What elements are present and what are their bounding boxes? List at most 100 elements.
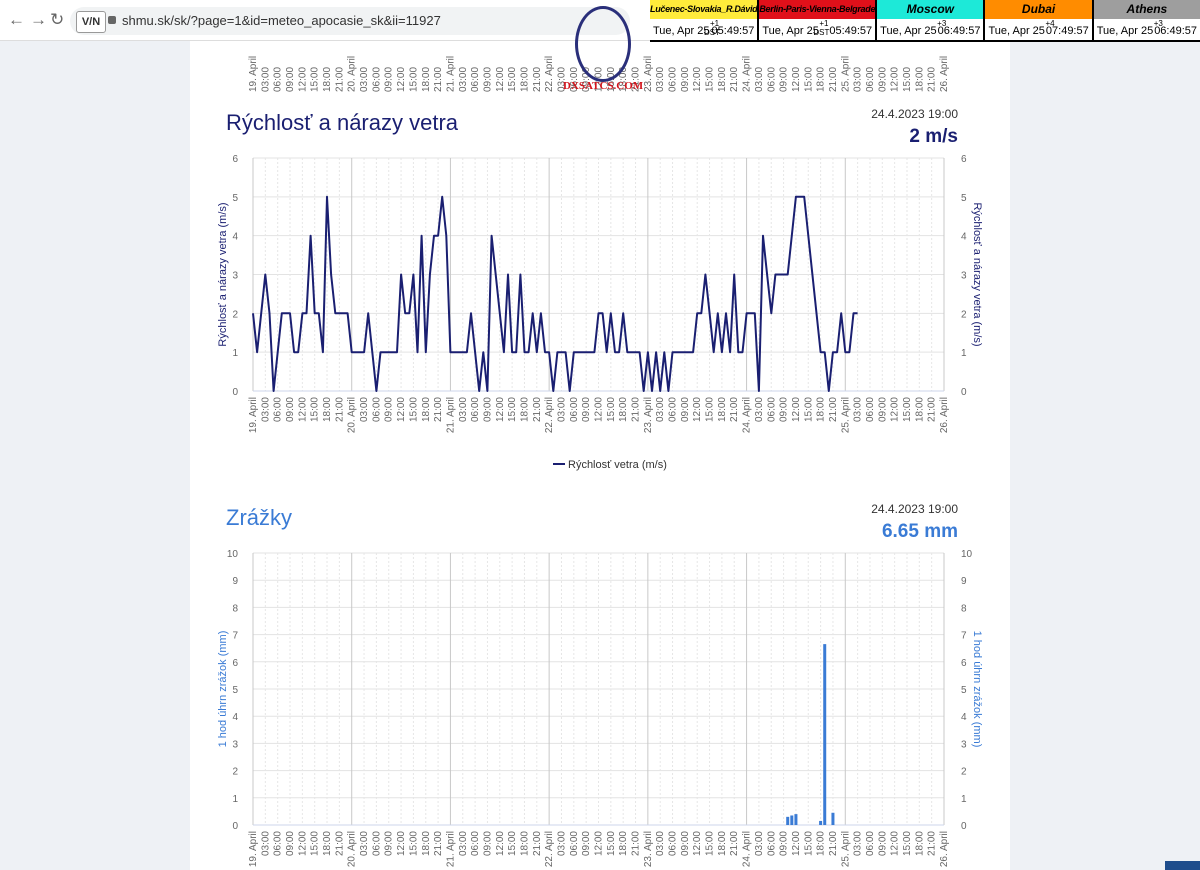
bar bbox=[794, 814, 798, 825]
y-tick-label: 2 bbox=[232, 767, 238, 778]
y-tick-label: 10 bbox=[227, 549, 239, 560]
y-tick-label-right: 4 bbox=[961, 232, 967, 243]
clock-time: 06:49:57 bbox=[1154, 25, 1198, 37]
y-tick-label-right: 0 bbox=[961, 821, 967, 832]
x-tick-label: 21:00 bbox=[631, 831, 642, 856]
x-tick-label: 21:00 bbox=[433, 397, 444, 422]
x-tick-label: 03:00 bbox=[655, 397, 666, 422]
y-tick-label: 4 bbox=[232, 232, 238, 243]
clock-offset: +3 bbox=[937, 19, 947, 28]
x-tick-label: 09:00 bbox=[779, 397, 790, 422]
x-tick-label: 18:00 bbox=[322, 67, 333, 92]
x-tick-label: 23. April bbox=[643, 56, 654, 92]
x-tick-label: 18:00 bbox=[914, 67, 925, 92]
x-tick-label: 24. April bbox=[742, 831, 753, 867]
x-tick-label: 12:00 bbox=[495, 831, 506, 856]
x-tick-label: 18:00 bbox=[816, 67, 827, 92]
x-tick-label: 09:00 bbox=[680, 831, 691, 856]
y-tick-label-right: 9 bbox=[961, 576, 967, 587]
x-tick-label: 20. April bbox=[347, 56, 358, 92]
x-tick-label: 09:00 bbox=[482, 397, 493, 422]
extension-icon[interactable]: V/N bbox=[76, 11, 106, 33]
x-tick-label: 18:00 bbox=[618, 831, 629, 856]
x-tick-label: 06:00 bbox=[273, 831, 284, 856]
x-tick-label: 12:00 bbox=[890, 397, 901, 422]
x-tick-label: 03:00 bbox=[754, 831, 765, 856]
x-tick-label: 09:00 bbox=[285, 397, 296, 422]
forward-button[interactable]: → bbox=[30, 10, 47, 29]
clock-name: Berlin-Paris-Vienna-Belgrade bbox=[759, 0, 876, 19]
clock-time: 07:49:57 bbox=[1045, 25, 1089, 37]
clock-name: Athens bbox=[1093, 0, 1200, 19]
x-tick-label: 18:00 bbox=[816, 831, 827, 856]
y-tick-label: 6 bbox=[232, 658, 238, 669]
x-tick-label: 03:00 bbox=[754, 397, 765, 422]
clock-date: Tue, Apr 25 bbox=[988, 25, 1045, 37]
x-tick-label: 06:00 bbox=[371, 831, 382, 856]
lock-icon bbox=[108, 16, 116, 24]
x-tick-label: 09:00 bbox=[680, 67, 691, 92]
x-tick-label: 09:00 bbox=[384, 67, 395, 92]
x-tick-label: 21:00 bbox=[729, 397, 740, 422]
x-tick-label: 06:00 bbox=[569, 397, 580, 422]
clock-date: Tue, Apr 25 bbox=[762, 25, 819, 37]
x-tick-label: 12:00 bbox=[791, 67, 802, 92]
x-tick-label: 03:00 bbox=[359, 397, 370, 422]
card bbox=[190, 40, 1010, 870]
x-tick-label: 15:00 bbox=[408, 67, 419, 92]
x-tick-label: 18:00 bbox=[519, 67, 530, 92]
scroll-button[interactable] bbox=[1165, 861, 1200, 870]
clock-row: Tue, Apr 25 +3 06:49:57 bbox=[1093, 19, 1200, 40]
clock-time: 05:49:57 bbox=[711, 25, 755, 37]
x-tick-label: 15:00 bbox=[310, 831, 321, 856]
bar bbox=[786, 816, 790, 825]
x-tick-label: 21:00 bbox=[828, 397, 839, 422]
x-tick-label: 09:00 bbox=[482, 831, 493, 856]
x-tick-label: 06:00 bbox=[865, 397, 876, 422]
x-tick-label: 09:00 bbox=[384, 397, 395, 422]
x-tick-label: 15:00 bbox=[705, 397, 716, 422]
x-tick-label: 20. April bbox=[347, 397, 358, 433]
x-tick-label: 03:00 bbox=[853, 67, 864, 92]
x-tick-label: 12:00 bbox=[495, 67, 506, 92]
y-tick-label: 1 bbox=[232, 794, 238, 805]
x-tick-label: 15:00 bbox=[803, 397, 814, 422]
scrolled-axis: 19. April 03:00 06:00 09:00 12:00 15:00 18:00 2… bbox=[248, 56, 950, 92]
back-button[interactable]: ← bbox=[8, 10, 25, 29]
x-tick-label: 21:00 bbox=[334, 831, 345, 856]
x-tick-label: 19. April bbox=[248, 831, 259, 867]
chart-title: Zrážky bbox=[226, 505, 292, 530]
x-tick-label: 09:00 bbox=[877, 67, 888, 92]
x-tick-label: 21:00 bbox=[433, 67, 444, 92]
address-bar[interactable]: V/N shmu.sk/sk/?page=1&id=meteo_apocasie… bbox=[70, 7, 630, 35]
x-tick-label: 15:00 bbox=[902, 831, 913, 856]
x-tick-label: 06:00 bbox=[668, 397, 679, 422]
y-tick-label: 8 bbox=[232, 603, 238, 614]
x-tick-label: 12:00 bbox=[791, 831, 802, 856]
x-tick-label: 09:00 bbox=[581, 831, 592, 856]
x-tick-label: 12:00 bbox=[297, 67, 308, 92]
x-tick-label: 21:00 bbox=[729, 67, 740, 92]
x-tick-label: 09:00 bbox=[877, 831, 888, 856]
x-tick-label: 18:00 bbox=[421, 831, 432, 856]
y-tick-label-right: 0 bbox=[961, 387, 967, 398]
x-tick-label: 12:00 bbox=[297, 831, 308, 856]
x-tick-label: 21. April bbox=[445, 56, 456, 92]
bar bbox=[819, 820, 823, 825]
x-tick-label: 21. April bbox=[445, 397, 456, 433]
x-tick-label: 24. April bbox=[742, 397, 753, 433]
x-tick-label: 06:00 bbox=[569, 67, 580, 92]
x-tick-label: 12:00 bbox=[396, 67, 407, 92]
x-tick-label: 21:00 bbox=[334, 397, 345, 422]
logo: DXSATCS.COM bbox=[563, 0, 643, 100]
x-tick-label: 03:00 bbox=[458, 397, 469, 422]
clock-date: Tue, Apr 25 bbox=[653, 25, 710, 37]
y-tick-label: 0 bbox=[232, 821, 238, 832]
x-tick-label: 18:00 bbox=[421, 397, 432, 422]
reload-button[interactable]: ↻ bbox=[50, 10, 65, 29]
x-tick-label: 03:00 bbox=[556, 831, 567, 856]
y-tick-label: 5 bbox=[232, 193, 238, 204]
x-tick-label: 06:00 bbox=[273, 67, 284, 92]
